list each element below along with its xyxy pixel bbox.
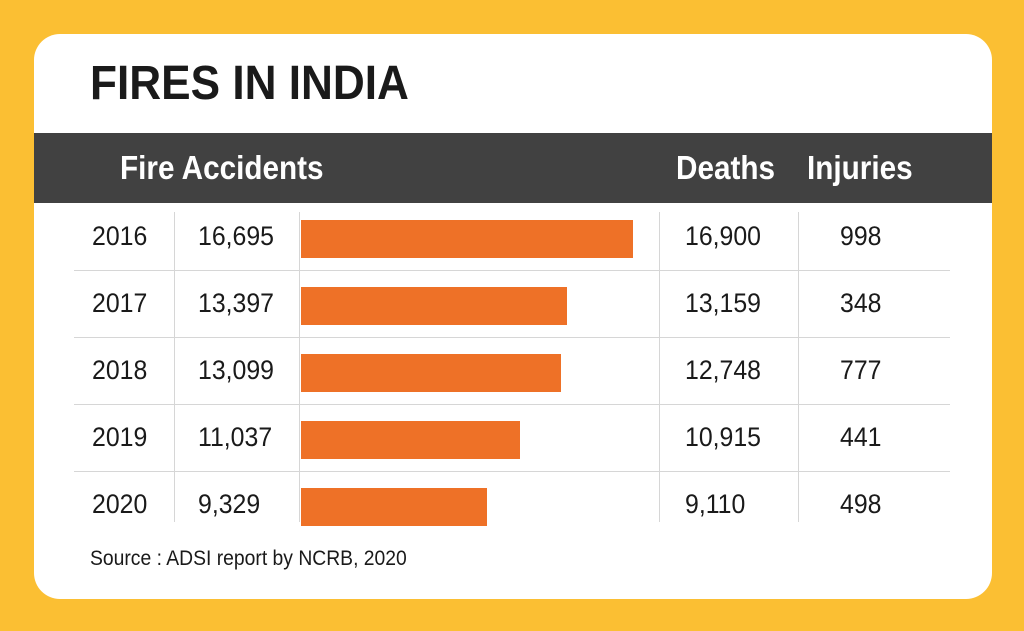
header-fire-accidents: Fire Accidents	[120, 149, 324, 186]
deaths-value: 12,748	[685, 355, 761, 385]
injuries-value: 777	[840, 355, 882, 385]
column-divider	[174, 212, 175, 522]
chart-card: FIRES IN INDIA Fire Accidents Deaths Inj…	[34, 34, 992, 599]
injuries-value: 998	[840, 221, 882, 251]
injuries-value: 441	[840, 422, 882, 452]
deaths-value: 13,159	[685, 288, 761, 318]
fire-accidents-value: 11,037	[198, 422, 273, 452]
table-row: 2020 9,329 9,110 498	[34, 471, 992, 538]
table-row: 2018 13,099 12,748 777	[34, 337, 992, 404]
column-divider	[299, 212, 300, 522]
deaths-value: 10,915	[685, 422, 761, 452]
fire-accidents-bar	[301, 287, 567, 325]
row-divider	[74, 270, 950, 271]
fire-accidents-bar	[301, 488, 487, 526]
fire-accidents-value: 13,099	[198, 355, 274, 385]
fire-accidents-value: 13,397	[198, 288, 274, 318]
header-injuries: Injuries	[807, 149, 913, 186]
table-row: 2019 11,037 10,915 441	[34, 404, 992, 471]
year-label: 2017	[92, 288, 148, 318]
year-label: 2020	[92, 489, 148, 519]
chart-title: FIRES IN INDIA	[90, 57, 409, 110]
injuries-value: 348	[840, 288, 882, 318]
header-deaths: Deaths	[676, 149, 776, 186]
row-divider	[74, 337, 950, 338]
fire-accidents-value: 16,695	[198, 221, 274, 251]
table-row: 2017 13,397 13,159 348	[34, 270, 992, 337]
year-label: 2018	[92, 355, 148, 385]
fire-accidents-bar	[301, 421, 520, 459]
injuries-value: 498	[840, 489, 882, 519]
year-label: 2016	[92, 221, 148, 251]
row-divider	[74, 471, 950, 472]
column-header-band: Fire Accidents Deaths Injuries	[34, 133, 992, 203]
column-divider	[798, 212, 799, 522]
deaths-value: 9,110	[685, 489, 746, 519]
year-label: 2019	[92, 422, 148, 452]
fire-accidents-bar	[301, 220, 633, 258]
row-divider	[74, 404, 950, 405]
deaths-value: 16,900	[685, 221, 761, 251]
source-note: Source : ADSI report by NCRB, 2020	[90, 547, 407, 570]
fire-accidents-value: 9,329	[198, 489, 261, 519]
table-row: 2016 16,695 16,900 998	[34, 203, 992, 270]
fire-accidents-bar	[301, 354, 561, 392]
column-divider	[659, 212, 660, 522]
